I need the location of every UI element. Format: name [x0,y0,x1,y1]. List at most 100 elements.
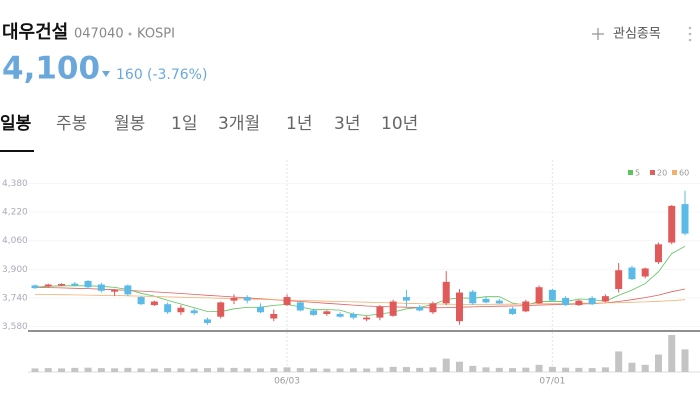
candle-body [522,301,530,312]
volume-bar [150,368,158,372]
candle-body [668,205,676,243]
candle-body [283,297,291,306]
volume-bar [402,367,410,372]
volume-bar [376,367,384,372]
y-tick-label: 4,060 [2,236,28,246]
tab[interactable]: 3개월 [218,114,260,134]
candle-body [363,317,371,320]
volume-bar [442,358,450,372]
volume-bar [58,368,66,372]
tab[interactable]: 10년 [381,114,418,134]
candle-body [495,300,503,304]
tab[interactable]: 일봉 [0,114,32,134]
volume-bar [601,367,609,372]
candle-body [562,297,570,306]
candle-body [455,292,463,322]
volume-bar [548,366,556,372]
volume-bar [124,367,132,372]
volume-bar [389,366,397,372]
volume-bar [283,367,291,372]
volume-bar [495,367,503,372]
tab[interactable]: 1년 [286,114,312,134]
ma-line [34,245,686,317]
stock-code: 047040 [74,27,124,42]
tab[interactable]: 3년 [334,114,360,134]
y-tick-label: 3,580 [2,322,28,332]
candle-body [230,297,238,301]
candle-body [349,314,357,318]
legend-swatch [628,170,633,175]
volume-bar [482,367,490,372]
volume-bar [654,354,662,372]
volume-bar [71,367,79,372]
separator-dot [128,32,132,36]
candle-body [416,306,424,311]
tab[interactable]: 월봉 [114,114,145,134]
volume-bar [164,368,172,372]
candle-body [389,301,397,316]
volume-bar [363,368,371,372]
candle-body [429,303,437,313]
volume-bar [455,361,463,372]
candle-body [323,311,331,315]
candle-body [535,287,543,304]
legend-label: 60 [679,169,689,178]
candle-body [31,285,39,289]
candle-body [601,296,609,302]
candle-body [575,300,583,306]
volume-bar [681,349,689,372]
x-tick-label: 07/01 [539,377,565,387]
legend-label: 20 [657,169,667,178]
volume-bar [257,368,265,372]
stock-name: 대우건설 [2,22,68,43]
tab[interactable]: 주봉 [56,114,87,134]
candle-body [97,284,105,291]
candle-body [137,297,145,305]
volume-bar [243,368,251,372]
volume-bar [190,368,198,372]
volume-bar [641,364,649,372]
volume-bar [217,367,225,372]
volume-bar [522,367,530,372]
volume-bar [429,367,437,372]
legend-swatch [672,170,677,175]
candle-body [243,297,251,301]
market: KOSPI [137,27,175,42]
candle-body [402,297,410,301]
candle-body [442,281,450,304]
tab[interactable]: 1일 [171,114,197,134]
more-menu[interactable] [688,26,692,42]
volume-bar [615,351,623,372]
candle-body [150,301,158,306]
volume-bar [84,367,92,372]
y-tick-label: 3,740 [2,293,28,303]
x-tick-label: 06/03 [274,377,300,387]
y-tick-label: 4,220 [2,208,28,218]
candle-body [164,304,172,313]
volume-bar [270,368,278,372]
volume-bar [203,368,211,372]
legend-label: 5 [635,169,640,178]
volume-bar [668,335,676,372]
candle-body [257,306,265,313]
volume-bar [509,368,517,372]
volume-bar [336,368,344,372]
volume-bar [296,368,304,372]
candle-body [310,310,318,315]
candle-body [270,314,278,319]
candle-body [509,308,517,315]
candle-body [681,204,689,234]
volume-bar [469,365,477,372]
volume-bar [349,368,357,372]
volume-bar [562,367,570,372]
volume-bar [177,368,185,372]
watch-label[interactable]: 관심종목 [613,27,661,42]
volume-bar [230,367,238,372]
change-pct: (-3.76%) [147,67,207,83]
candle-body [654,244,662,263]
candle-body [84,280,92,288]
volume-bar [628,362,636,372]
watch-button[interactable]: 관심종목 [592,27,661,42]
candle-body [124,285,132,295]
